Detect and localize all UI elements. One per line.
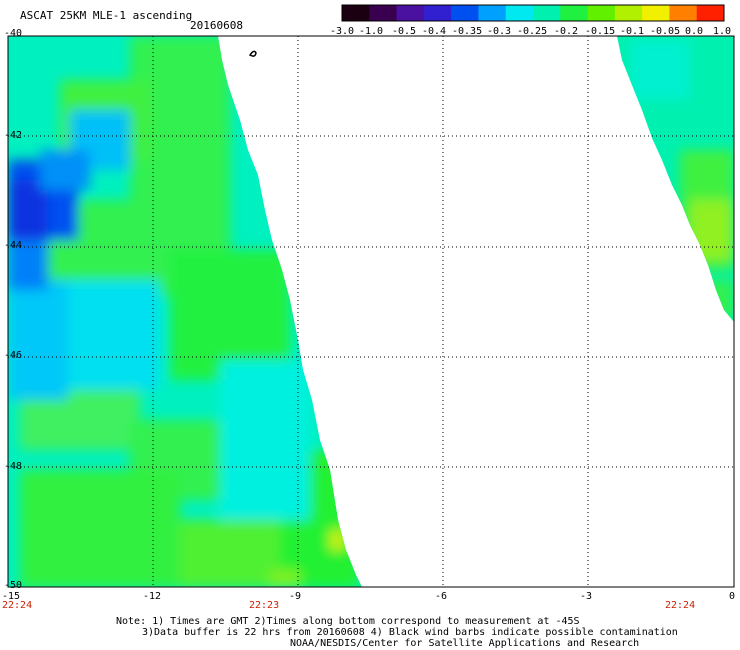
colorbar-swatch <box>614 5 643 21</box>
map-frame <box>7 35 735 588</box>
colorbar-swatch <box>396 5 425 21</box>
colorbar-swatch <box>533 5 561 21</box>
colorbar-label: -0.35 <box>452 26 483 37</box>
note-line-2: 3)Data buffer is 22 hrs from 20160608 4)… <box>142 627 678 638</box>
lon-tick: -6 <box>435 591 448 602</box>
note-line-3: NOAA/NESDIS/Center for Satellite Applica… <box>290 638 640 649</box>
map-date: 20160608 <box>190 19 243 32</box>
colorbar-swatch <box>342 5 370 21</box>
colorbar-border <box>341 4 725 22</box>
lat-tick: -46 <box>4 350 23 361</box>
colorbar-swatch <box>696 5 725 21</box>
colorbar-label: -0.25 <box>517 26 548 37</box>
lon-tick: 0 <box>729 591 736 602</box>
lon-tick: -12 <box>143 591 162 602</box>
colorbar-label: -0.05 <box>650 26 681 37</box>
lat-tick: -42 <box>4 130 23 141</box>
colorbar-swatch <box>423 5 452 21</box>
lat-tick: -44 <box>4 240 23 251</box>
note-line-1: Note: 1) Times are GMT 2)Times along bot… <box>116 616 580 627</box>
colorbar-swatch <box>369 5 398 21</box>
colorbar-swatch <box>560 5 589 21</box>
colorbar-swatch <box>642 5 670 21</box>
swath-time: 22:24 <box>665 600 696 611</box>
island-mark <box>248 50 257 57</box>
colorbar-label: -0.3 <box>487 26 512 37</box>
colorbar-label: 0.0 <box>685 26 704 37</box>
colorbar-swatch <box>669 5 698 21</box>
colorbar-label: -3.0 <box>330 26 355 37</box>
lon-tick: -15 <box>2 591 21 602</box>
lat-tick: -48 <box>4 461 23 472</box>
swath-time: 22:24 <box>2 600 33 611</box>
lat-tick: -40 <box>4 28 23 39</box>
lat-tick: -50 <box>4 580 23 591</box>
lon-tick: -9 <box>289 591 302 602</box>
colorbar-label: 1.0 <box>713 26 732 37</box>
swath-time: 22:23 <box>249 600 280 611</box>
colorbar-label: -0.2 <box>554 26 579 37</box>
colorbar-label: -0.15 <box>585 26 616 37</box>
right-swath <box>617 36 734 322</box>
colorbar-swatch <box>451 5 479 21</box>
colorbar-swatch <box>505 5 534 21</box>
map-title: ASCAT 25KM MLE-1 ascending <box>20 9 193 22</box>
lon-tick: -3 <box>580 591 593 602</box>
colorbar-label: -1.0 <box>359 26 384 37</box>
colorbar-label: -0.5 <box>392 26 417 37</box>
colorbar-swatch <box>587 5 616 21</box>
colorbar-label: -0.4 <box>422 26 447 37</box>
left-swath <box>8 36 362 587</box>
colorbar-swatch <box>478 5 507 21</box>
graticule <box>8 36 734 587</box>
colorbar <box>341 4 725 22</box>
colorbar-label: -0.1 <box>620 26 645 37</box>
